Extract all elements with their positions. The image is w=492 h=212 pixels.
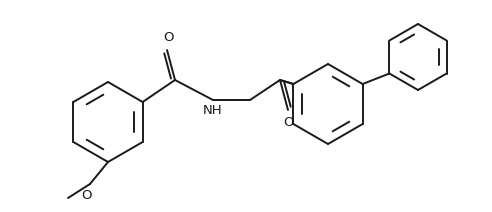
Text: O: O xyxy=(163,31,173,44)
Text: O: O xyxy=(82,189,92,202)
Text: O: O xyxy=(284,116,294,129)
Text: NH: NH xyxy=(203,104,223,117)
